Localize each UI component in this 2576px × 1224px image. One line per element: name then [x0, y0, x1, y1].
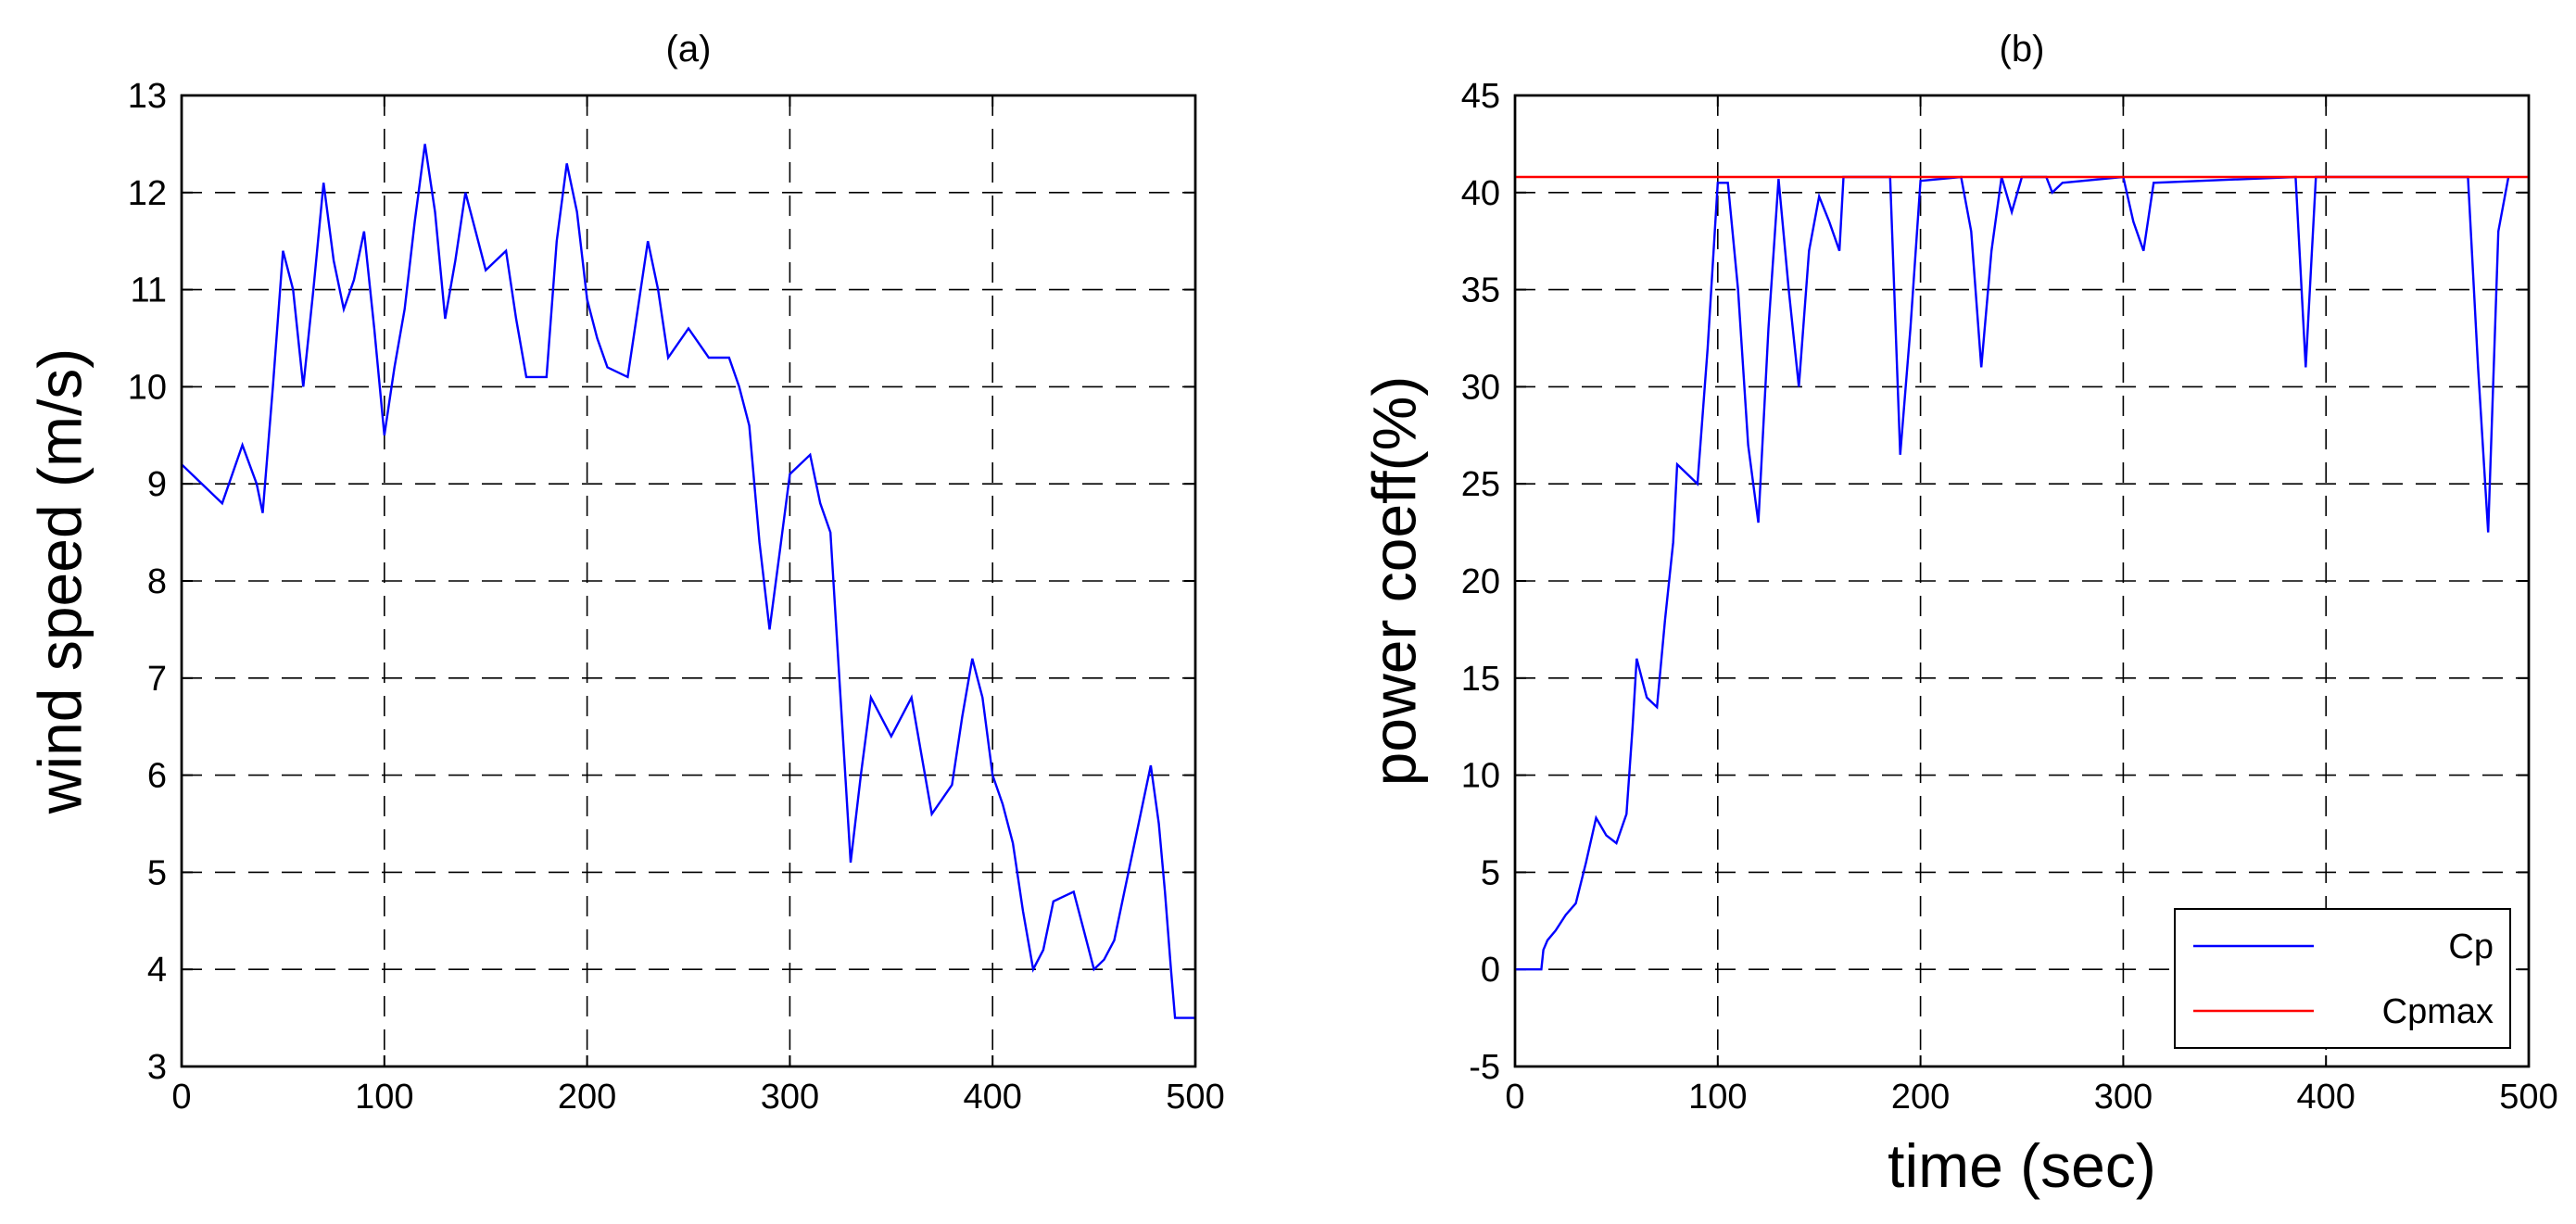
- panel-a: 0 100 200 300 400 500 3 4 5 6 7 8 9 10 11 12 13 (a) wind s…: [25, 29, 1224, 1117]
- chart-0-x-tick-label: 0: [171, 1078, 191, 1117]
- chart-0-title: (a): [666, 29, 712, 69]
- chart-0-y-tick-label: 5: [147, 853, 167, 892]
- chart-0-plot-border: [180, 94, 1197, 1068]
- chart-1-x-tick-label: 100: [1688, 1078, 1747, 1117]
- chart-0-x-tick-label: 300: [761, 1078, 819, 1117]
- chart-1-y-tick-label: 45: [1461, 77, 1500, 116]
- chart-1-legend: Cp Cpmax: [2174, 908, 2511, 1049]
- chart-1-legend-label-cp: Cp: [2448, 927, 2494, 966]
- chart-1-y-tick-label: 10: [1461, 757, 1500, 796]
- chart-0-x-tick-label: 200: [558, 1078, 616, 1117]
- chart-1-y-tick-label: 5: [1481, 853, 1500, 892]
- chart-0-y-tick-label: 12: [128, 174, 167, 213]
- chart-1-legend-box: [2174, 908, 2511, 1049]
- chart-0-y-tick-label: 3: [147, 1048, 167, 1087]
- chart-1-x-tick-label: 300: [2094, 1078, 2153, 1117]
- chart-1-y-tick-label: 15: [1461, 660, 1500, 699]
- chart-0-x-tick-label: 400: [963, 1078, 1021, 1117]
- chart-0-y-tick-label: 11: [131, 271, 167, 310]
- chart-0-y-tick-label: 6: [147, 757, 167, 796]
- chart-0-y-tick-label: 13: [128, 77, 167, 116]
- chart-0-y-tick-label: 10: [128, 368, 167, 407]
- chart-1-title: (b): [2000, 29, 2045, 69]
- chart-0-x-tick-label: 500: [1166, 1078, 1224, 1117]
- panel-b: 0 100 200 300 400 500-5051015202530354045(b)p…: [1359, 29, 2557, 1200]
- chart-0-y-tick-label: 7: [147, 660, 167, 699]
- chart-0-y-axis-label: wind speed (m/s): [25, 348, 94, 815]
- chart-1-y-tick-label: 35: [1461, 271, 1500, 310]
- chart-0-x-tick-label: 100: [355, 1078, 413, 1117]
- chart-1-x-tick-label: 0: [1505, 1078, 1524, 1117]
- chart-1-legend-label-cpmax: Cpmax: [2382, 992, 2494, 1031]
- chart-0-y-tick-label: 9: [147, 465, 167, 504]
- chart-0-y-tick-label: 8: [147, 562, 167, 601]
- chart-1-y-tick-label: 25: [1461, 465, 1500, 504]
- chart-1-y-tick-label: 20: [1461, 562, 1500, 601]
- chart-1-x-tick-label: 200: [1891, 1078, 1950, 1117]
- chart-0-series-0-line: [182, 144, 1195, 1019]
- chart-1-y-tick-label: 0: [1481, 951, 1500, 990]
- chart-1-plot-border: [1513, 94, 2531, 1068]
- chart-0-y-tick-label: 4: [147, 951, 167, 990]
- chart-1-y-tick-label: 30: [1461, 368, 1500, 407]
- chart-1-x-tick-label: 500: [2499, 1078, 2557, 1117]
- chart-1-x-axis-label: time (sec): [1888, 1131, 2156, 1200]
- chart-1-x-tick-label: 400: [2296, 1078, 2355, 1117]
- chart-1-y-tick-label: -5: [1469, 1048, 1500, 1087]
- chart-1-y-axis-label: power coeff(%): [1359, 376, 1428, 787]
- chart-1-y-tick-label: 40: [1461, 174, 1500, 213]
- chart-1-series-cp-line: [1515, 175, 2510, 971]
